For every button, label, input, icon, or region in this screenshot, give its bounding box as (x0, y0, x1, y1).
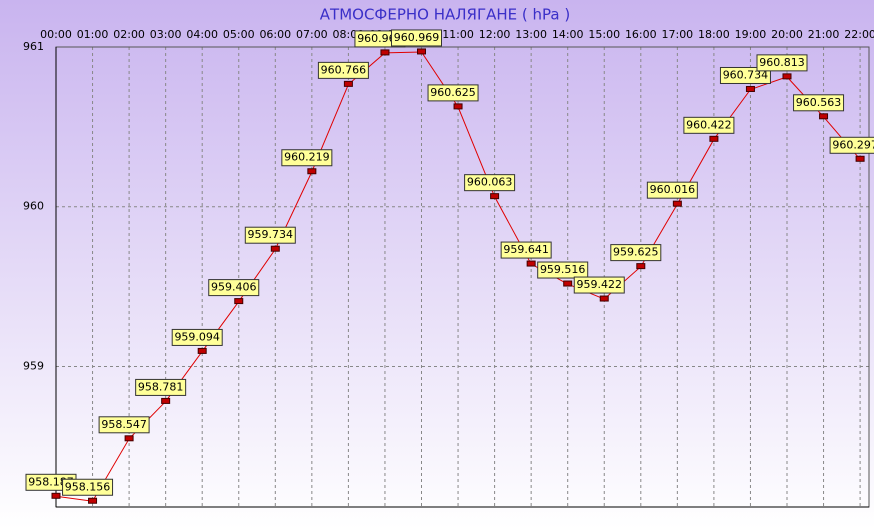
data-label-box (793, 94, 845, 112)
data-point (453, 103, 463, 110)
data-label-box (829, 136, 874, 154)
x-tick-label: 14:00 (552, 28, 584, 41)
data-label-box (171, 328, 223, 346)
data-point (855, 155, 865, 162)
data-point (782, 73, 792, 80)
x-tick-label: 11:00 (442, 28, 474, 41)
data-label: 960.016 (650, 183, 696, 196)
x-tick-label: 03:00 (150, 28, 182, 41)
data-point (88, 497, 98, 504)
data-label: 960.563 (796, 96, 842, 109)
x-tick-label: 18:00 (698, 28, 730, 41)
data-label-box (537, 261, 589, 279)
data-point (636, 263, 646, 270)
data-point (709, 135, 719, 142)
data-label-box (756, 54, 808, 72)
data-point (599, 295, 609, 302)
data-label: 960.969 (394, 31, 440, 44)
x-tick-label: 17:00 (661, 28, 693, 41)
data-label: 960.734 (723, 68, 769, 81)
data-point (234, 298, 244, 305)
data-label-box (646, 181, 698, 199)
data-label-box (683, 116, 735, 134)
data-label: 960.063 (467, 176, 513, 189)
data-point (307, 168, 317, 175)
data-label-box (281, 149, 333, 167)
data-label-box (391, 29, 442, 47)
x-tick-label: 20:00 (771, 28, 803, 41)
data-point (490, 193, 500, 200)
x-tick-label: 04:00 (186, 28, 218, 41)
data-point (197, 347, 207, 354)
data-label: 959.422 (577, 278, 623, 291)
data-label: 960.625 (430, 86, 476, 99)
x-tick-label: 00:00 (40, 28, 72, 41)
data-label-box (135, 378, 187, 396)
y-tick-label: 959 (23, 359, 44, 372)
data-point (745, 85, 755, 92)
data-label: 959.625 (613, 246, 659, 259)
data-label-box (500, 241, 552, 259)
data-label: 960.297 (832, 138, 874, 151)
x-tick-label: 12:00 (479, 28, 511, 41)
data-point (526, 260, 536, 267)
data-label: 958.547 (101, 418, 147, 431)
data-label-box (62, 478, 114, 496)
x-tick-label: 21:00 (808, 28, 840, 41)
data-label: 959.516 (540, 263, 586, 276)
x-tick-label: 15:00 (588, 28, 620, 41)
data-label: 959.641 (503, 243, 549, 256)
y-tick-label: 961 (23, 40, 44, 53)
data-label: 960.813 (759, 56, 805, 69)
data-label: 960.422 (686, 118, 732, 131)
x-tick-label: 19:00 (735, 28, 767, 41)
data-point (563, 280, 573, 287)
x-tick-label: 07:00 (296, 28, 328, 41)
data-point (417, 48, 426, 55)
x-tick-label: 05:00 (223, 28, 255, 41)
data-point (270, 245, 280, 252)
x-tick-label: 06:00 (259, 28, 291, 41)
data-label: 958.156 (65, 480, 111, 493)
data-point (380, 49, 390, 56)
data-label-box (244, 226, 296, 244)
data-point (51, 492, 61, 499)
y-tick-label: 960 (23, 200, 44, 213)
data-point (124, 435, 134, 442)
data-point (819, 113, 829, 120)
data-point (672, 200, 682, 207)
data-label-box (208, 279, 260, 297)
x-tick-label: 02:00 (113, 28, 145, 41)
data-label: 959.094 (174, 330, 220, 343)
data-label: 959.734 (248, 228, 294, 241)
x-tick-label: 01:00 (77, 28, 109, 41)
data-label: 959.406 (211, 281, 257, 294)
data-label-box (427, 84, 479, 102)
data-point (161, 397, 171, 404)
x-tick-label: 16:00 (625, 28, 657, 41)
x-tick-label: 22:00 (844, 28, 874, 41)
data-label-box (573, 276, 625, 294)
chart-title: АТМОСФЕРНО НАЛЯГАНЕ ( hPa ) (320, 6, 570, 24)
data-label-box (98, 416, 150, 434)
data-point (343, 80, 353, 87)
data-label: 960.766 (321, 63, 367, 76)
data-label-box (610, 244, 662, 262)
x-tick-label: 13:00 (515, 28, 547, 41)
data-label-box (719, 66, 771, 84)
data-label: 960.219 (284, 151, 330, 164)
data-label-box (464, 174, 516, 192)
data-label-box (317, 61, 369, 79)
data-label: 958.781 (138, 380, 184, 393)
